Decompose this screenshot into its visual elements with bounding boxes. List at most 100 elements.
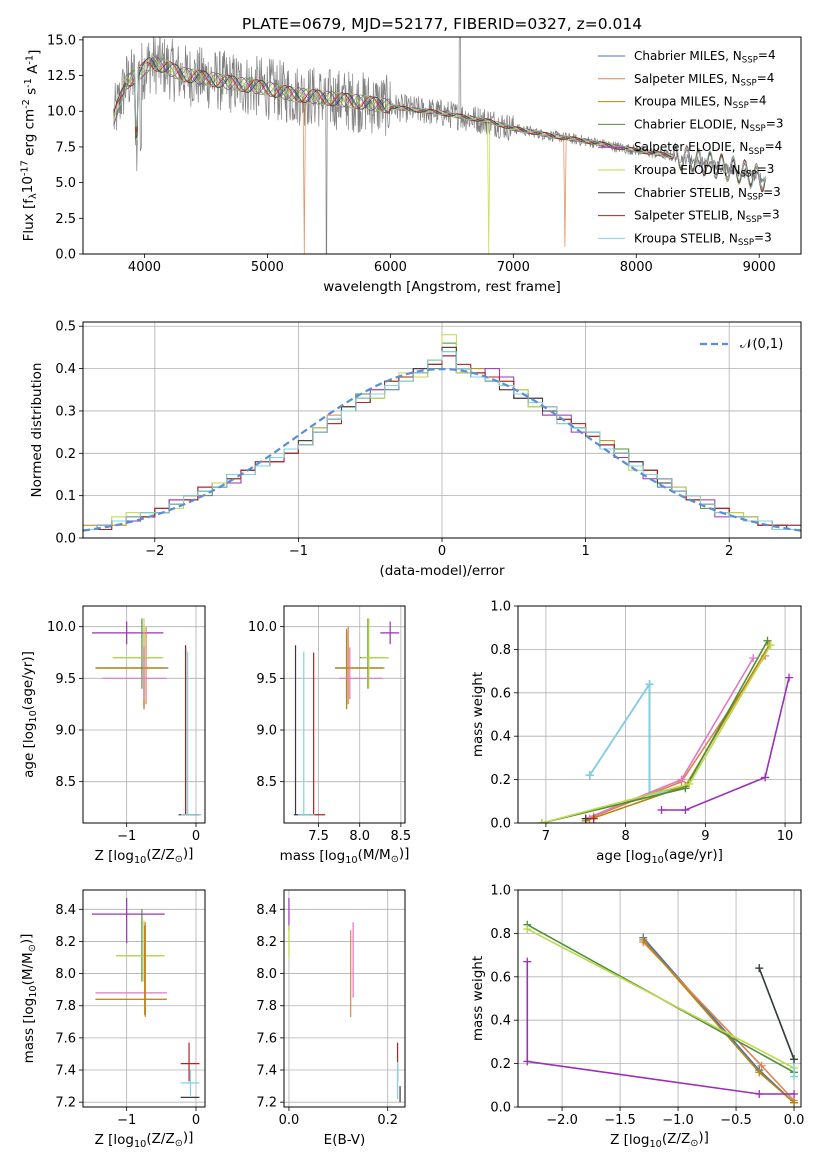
x-tick-label: 0 [192,1113,200,1128]
y-tick-label: 9.0 [256,724,277,739]
x-tick-label: −1.5 [604,1113,636,1128]
panel-residuals: −2 −1 0 1 2 0.0 0.1 0.2 0.3 0.4 0.5 (data-model)/er… [29,320,802,579]
plus-marker [639,935,648,944]
y-tick-label: 7.6 [256,1031,277,1046]
x-tick-label: 2 [725,544,733,559]
x-tick-label: −1 [117,1113,136,1128]
legend-entry: 𝒩(0,1) [740,337,783,352]
x-axis-label: age [log10​(age/yr)] [596,847,723,866]
data-point [180,647,200,816]
weight-line [589,655,766,820]
data-point [180,1042,200,1082]
y-tick-label: 10.0 [248,620,277,635]
weight-line [589,681,686,796]
y-tick-label: 10.0 [47,620,76,635]
y-tick-label: 8.2 [55,935,76,950]
y-tick-label: 7.4 [256,1064,277,1079]
y-tick-label: 0.6 [490,686,511,701]
weight-line [585,644,770,822]
plus-marker [677,775,686,784]
axes-frame [283,889,406,1108]
data-point [92,621,164,645]
y-tick-label: 7.5 [55,140,76,155]
data-point [95,628,167,710]
plus-marker [657,805,666,814]
panel-mass-vs-EBV: 0.0 0.2 7.2 7.4 7.6 7.8 8.0 8.2 8.4 E(B-V) [256,889,406,1148]
y-tick-label: 0.4 [55,362,76,377]
x-tick-label: 5000 [251,260,284,275]
plus-marker [763,636,772,645]
y-axis-label: mass weight [470,956,486,1041]
weight-line [541,640,769,823]
data-point [92,898,165,944]
y-tick-label: 0.8 [490,927,511,942]
chart-title: PLATE=0679, MJD=52177, FIBERID=0327, z=0… [242,15,642,33]
x-tick-label: −1 [117,829,136,844]
x-axis-label: E(B-V) [324,1132,366,1148]
legend-entry: Salpeter ELODIE, NSSP​=4 [634,139,782,157]
plus-marker [749,654,758,663]
x-tick-label: 8.5 [391,829,412,844]
x-tick-label: 6000 [374,260,407,275]
data-point [95,632,169,708]
y-tick-label: 7.8 [256,999,277,1014]
plus-marker [790,1089,799,1098]
y-tick-label: 7.2 [55,1096,76,1111]
axes-frame [82,605,206,824]
y-tick-label: 0.4 [490,730,511,745]
plot-area [113,37,766,254]
x-tick-label: −2.0 [546,1113,578,1128]
axes-frame [82,321,802,539]
legend-entry: Salpeter STELIB, NSSP​=3 [634,208,780,226]
legend-entry: Salpeter MILES, NSSP​=4 [634,71,774,89]
y-tick-label: 7.6 [55,1031,76,1046]
plus-marker [523,925,532,934]
x-tick-label: 9000 [743,260,776,275]
y-tick-label: 7.2 [256,1096,277,1111]
plus-marker [523,957,532,966]
y-tick-label: 8.2 [256,935,277,950]
y-tick-label: 8.5 [55,775,76,790]
y-axis-label: Flux [fλ​10-17​ erg cm-2​ s-1​ A-1​] [19,50,42,242]
plus-marker [761,773,770,782]
axes-frame [82,889,206,1108]
weight-line [758,967,795,1077]
y-tick-label: 1.0 [490,600,511,615]
x-tick-label: 10 [777,829,794,844]
plot-area [537,636,794,823]
plot-area [83,334,801,538]
y-tick-label: 8.4 [55,903,76,918]
y-tick-label: 9.5 [256,672,277,687]
y-tick-label: 0.2 [490,1057,511,1072]
y-tick-label: 8.4 [256,903,277,918]
data-point [180,1070,200,1096]
x-tick-label: 7000 [497,260,530,275]
plot-area [92,618,202,816]
axes-frame [283,605,406,824]
plus-marker [589,814,598,823]
legend: Chabrier MILES, NSSP​=4 Salpeter MILES, N… [598,48,783,248]
y-tick-label: 0.0 [55,248,76,263]
data-point [380,621,400,645]
data-point [95,922,167,1017]
weight-line [526,961,794,1095]
y-axis-label: mass [log10​(M/M⊙​)] [19,934,39,1064]
data-point [116,920,165,982]
x-axis-label: Z [log10​(Z/Z⊙​)] [95,1130,194,1150]
panel-age-vs-Z: −1 0 8.5 9.0 9.5 10.0 Z [log10​(Z/Z⊙​)] age [lo… [20,605,206,866]
x-tick-label: −1 [289,544,308,559]
data-point [336,626,385,705]
plus-marker [755,1068,764,1077]
axes-frame [82,36,802,255]
axes-frame [517,889,802,1108]
x-tick-label: 0.0 [784,1113,805,1128]
data-point [116,909,163,982]
plot-area [293,618,400,816]
histogram-step [83,351,801,538]
panel-weight-vs-Z: −2.0 −1.5 −1.0 −0.5 0.0 0.0 0.2 0.4 0.6 0.8 1.0 Z [… [470,884,804,1150]
plus-marker [755,1089,764,1098]
legend-entry: Kroupa MILES, NSSP​=4 [634,94,767,112]
data-point [308,652,326,816]
legend-entry: Kroupa STELIB, NSSP​=3 [634,230,772,248]
